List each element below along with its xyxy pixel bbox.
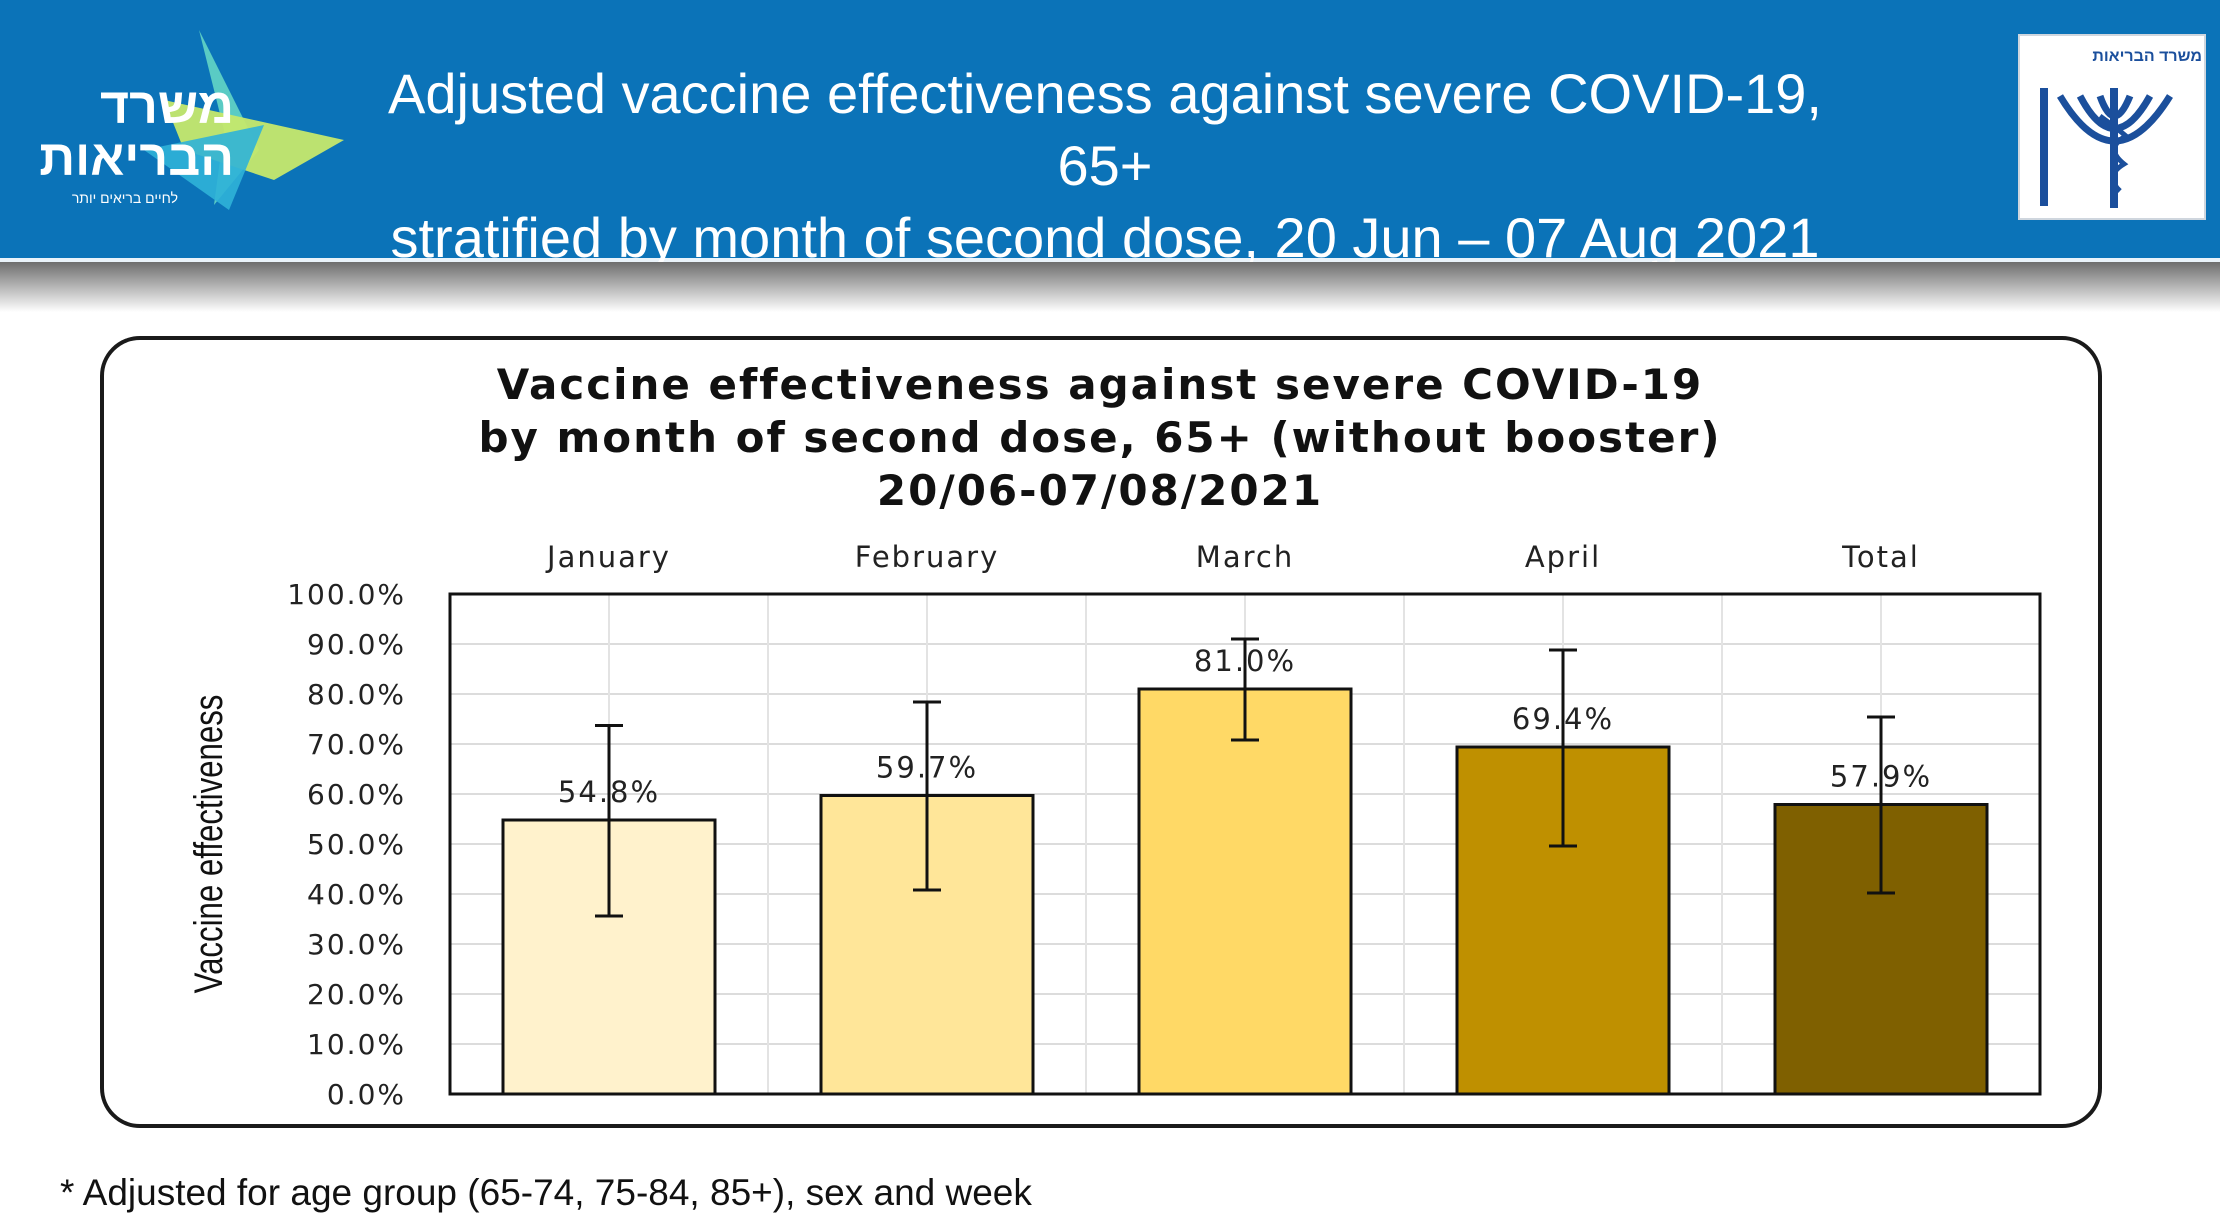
category-label: January bbox=[545, 540, 671, 574]
chart-title-line-3: 20/06-07/08/2021 bbox=[876, 466, 1324, 515]
chart-frame bbox=[100, 336, 2102, 1128]
y-tick-label: 50.0% bbox=[307, 828, 406, 861]
chart-title-line-2: by month of second dose, 65+ (without bo… bbox=[478, 413, 1722, 462]
y-tick-label: 30.0% bbox=[307, 928, 406, 961]
y-tick-label: 20.0% bbox=[307, 978, 406, 1011]
category-label: April bbox=[1525, 540, 1601, 574]
y-tick-label: 90.0% bbox=[307, 628, 406, 661]
ministry-emblem-text: משרד הבריאות bbox=[2092, 48, 2202, 65]
header-shadow bbox=[0, 262, 2220, 312]
y-tick-label: 40.0% bbox=[307, 878, 406, 911]
y-tick-label: 60.0% bbox=[307, 778, 406, 811]
y-tick-label: 80.0% bbox=[307, 678, 406, 711]
ministry-logo-text: משרד הבריאות bbox=[39, 78, 234, 186]
category-label: February bbox=[855, 540, 1000, 574]
ministry-logo-tagline: לחיים בריאים יותר bbox=[71, 190, 178, 206]
ministry-logo-icon bbox=[144, 30, 344, 210]
footnote: * Adjusted for age group (65-74, 75-84, … bbox=[60, 1172, 1032, 1213]
bar bbox=[1137, 687, 1353, 1096]
slide-title: Adjusted vaccine effectiveness against s… bbox=[360, 58, 1850, 274]
ministry-emblem: משרד הבריאות bbox=[2018, 34, 2206, 220]
y-tick-label: 10.0% bbox=[307, 1028, 406, 1061]
slide-title-line-2: stratified by month of second dose, 20 J… bbox=[390, 206, 1820, 269]
y-tick-label: 0.0% bbox=[327, 1078, 406, 1111]
caduceus-icon bbox=[2040, 88, 2173, 208]
y-tick-label: 70.0% bbox=[307, 728, 406, 761]
chart-title: Vaccine effectiveness against severe COV… bbox=[150, 358, 2050, 517]
ministry-of-health-logo: משרד הבריאות לחיים בריאים יותר bbox=[14, 30, 354, 220]
category-label: Total bbox=[1841, 540, 1920, 574]
plot-area-border bbox=[448, 592, 2042, 1096]
y-axis-label: Vaccine effectiveness bbox=[186, 695, 231, 994]
slide-title-line-1: Adjusted vaccine effectiveness against s… bbox=[388, 62, 1822, 197]
category-label: March bbox=[1196, 540, 1294, 574]
chart-title-line-1: Vaccine effectiveness against severe COV… bbox=[496, 360, 1704, 409]
header-bar: משרד הבריאות לחיים בריאים יותר Adjusted … bbox=[0, 0, 2220, 269]
y-tick-label: 100.0% bbox=[287, 578, 406, 611]
